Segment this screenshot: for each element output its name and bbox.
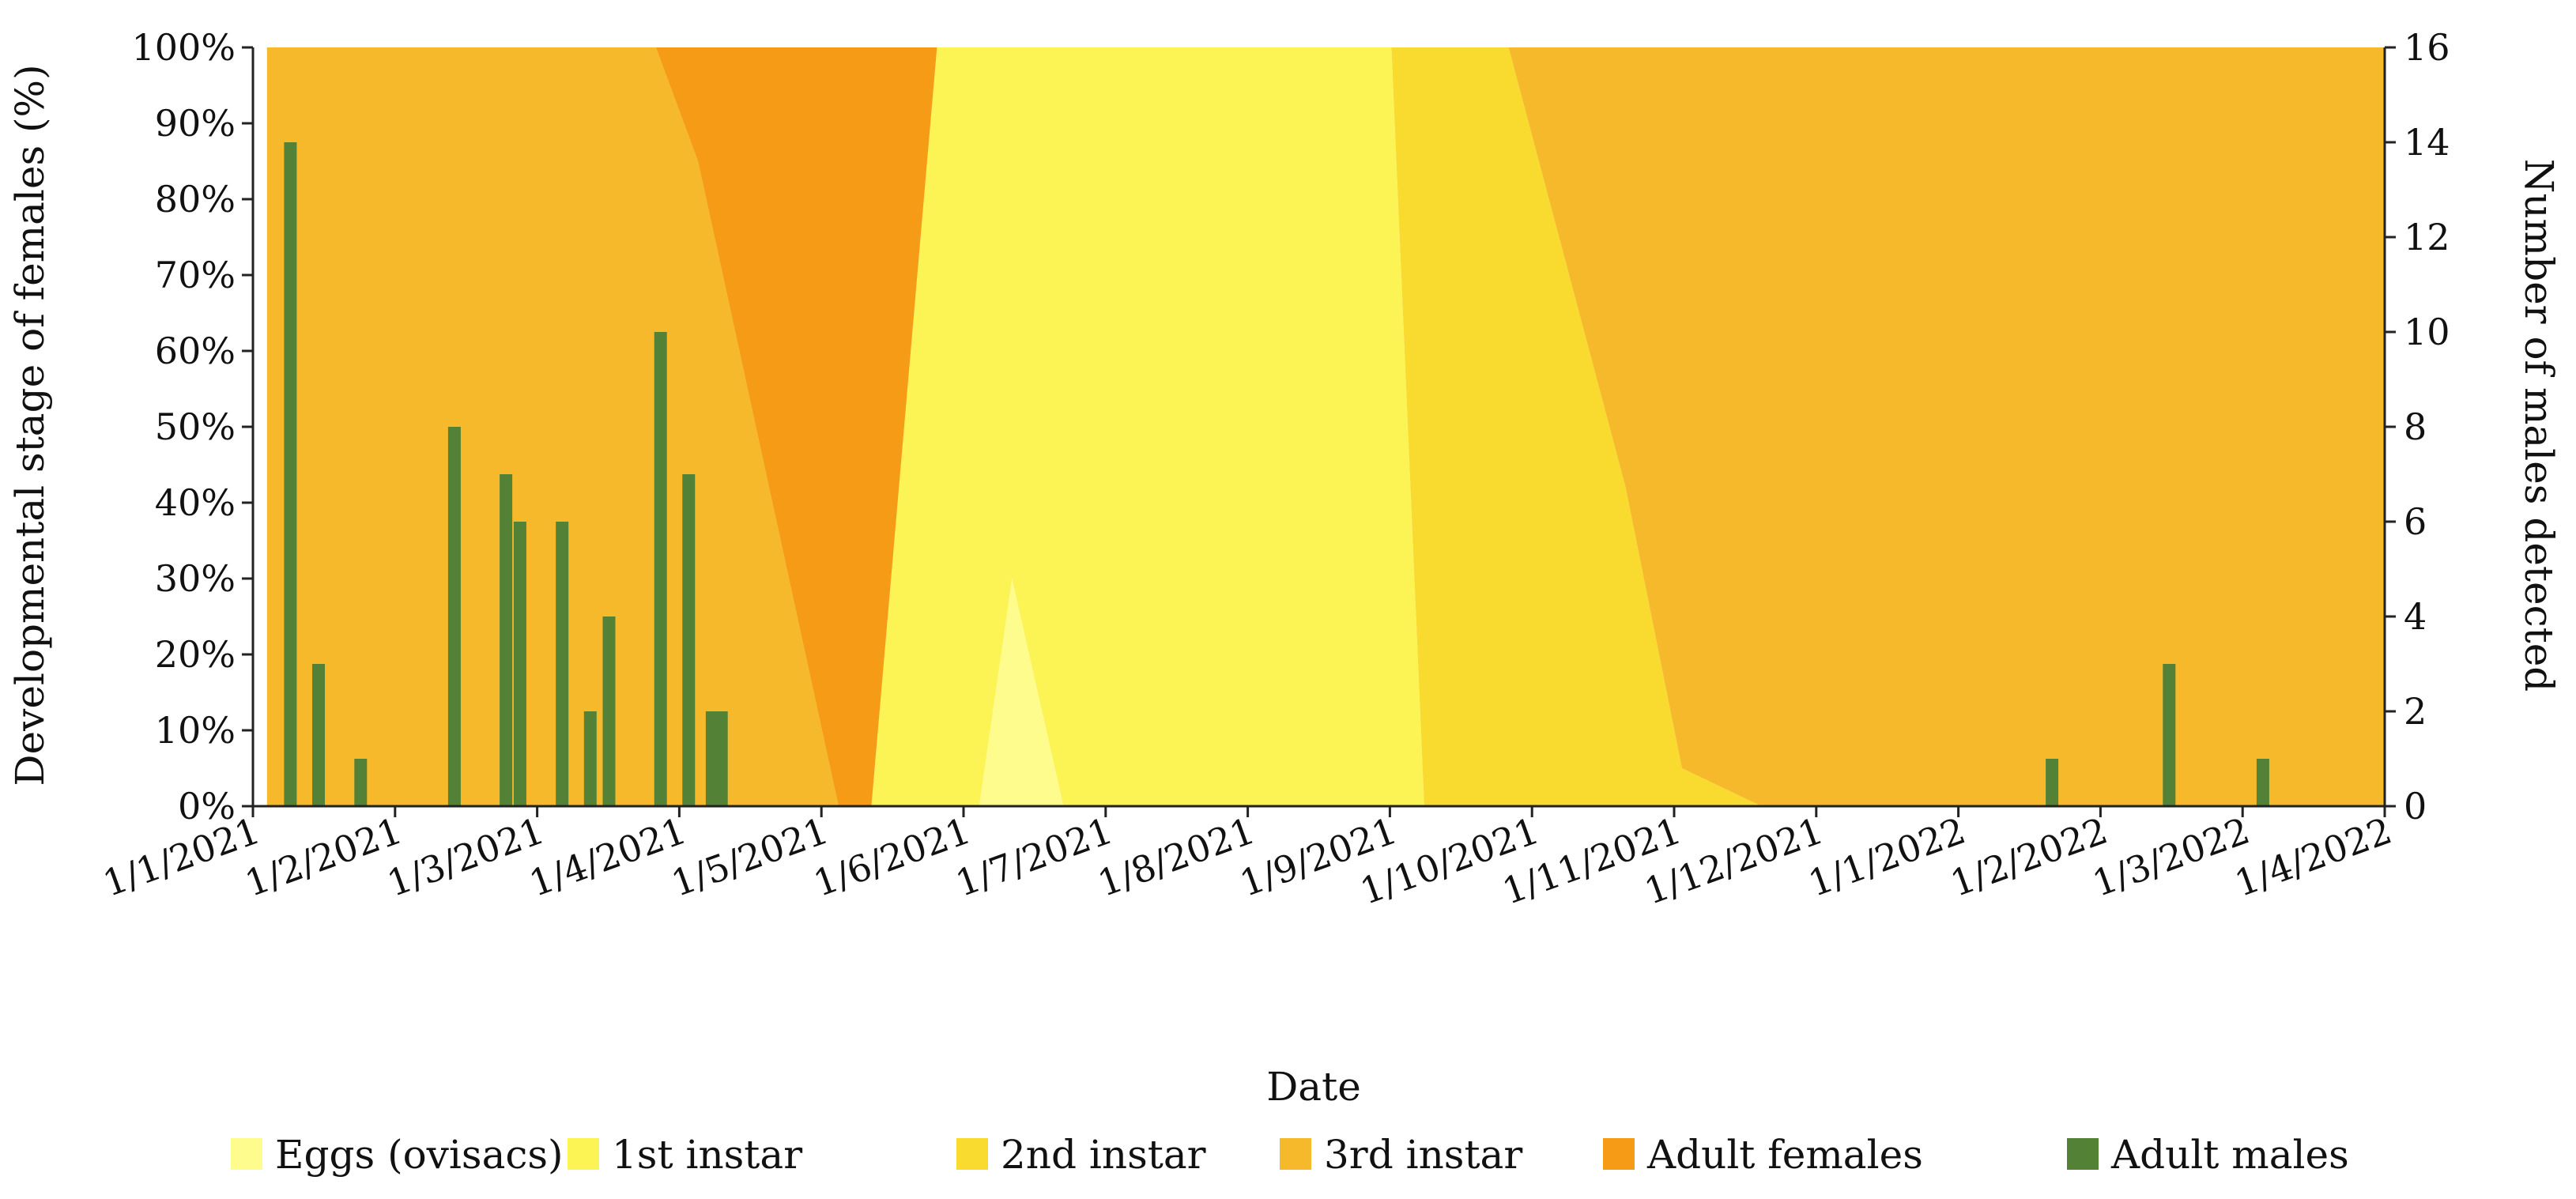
legend-item-eggs-ovisacs: Eggs (ovisacs): [231, 1132, 564, 1178]
male-bar: [447, 427, 461, 806]
y-tick-label: 80%: [155, 178, 236, 221]
x-axis-title: Date: [1266, 1064, 1361, 1110]
male-bar: [715, 711, 728, 806]
y2-tick-label: 0: [2404, 785, 2427, 828]
legend-swatch: [1280, 1138, 1311, 1170]
y2-tick-label: 16: [2404, 26, 2450, 69]
y-ticks: 0% 10% 20% 30% 40% 50% 60% 70% 80% 90% 100%: [131, 26, 253, 828]
y2-ticks: 0 2 4 6 8 10 12 14 16: [2385, 26, 2450, 828]
male-bar: [583, 711, 597, 806]
legend-label: Adult males: [2110, 1132, 2349, 1178]
male-bar: [682, 474, 696, 806]
y-tick-label: 50%: [155, 405, 236, 448]
y-tick-label: 90%: [155, 102, 236, 145]
x-tick-label: 1/3/2022: [2087, 809, 2255, 905]
legend-swatch: [956, 1138, 988, 1170]
legend-label: 1st instar: [612, 1132, 802, 1178]
legend-item-1st-instar: 1st instar: [568, 1132, 802, 1178]
male-bar: [2256, 759, 2269, 806]
y-tick-label: 40%: [155, 481, 236, 524]
male-bar: [500, 474, 513, 806]
legend-label: Eggs (ovisacs): [275, 1132, 564, 1178]
y2-axis-title: Number of males detected: [2516, 159, 2562, 692]
y-tick-label: 30%: [155, 557, 236, 600]
y2-tick-label: 14: [2404, 121, 2450, 164]
area-adult-females: [266, 47, 2385, 806]
y-tick-label: 0%: [178, 785, 236, 828]
legend-label: 3rd instar: [1324, 1132, 1522, 1178]
legend-swatch: [568, 1138, 599, 1170]
stage-areas: [266, 47, 2385, 806]
male-bar: [312, 664, 325, 806]
y-tick-label: 10%: [155, 709, 236, 752]
male-bars: [284, 142, 2269, 806]
area-3rd-instar: [266, 47, 2385, 806]
y2-tick-label: 10: [2404, 311, 2450, 353]
x-tick-label: 1/4/2021: [524, 809, 692, 905]
x-tick-label: 1/8/2021: [1092, 809, 1261, 905]
y2-tick-label: 12: [2404, 216, 2450, 258]
x-tick-label: 1/3/2021: [382, 809, 550, 905]
male-bar: [602, 616, 616, 806]
legend-swatch: [2067, 1138, 2099, 1170]
x-tick-label: 1/5/2021: [666, 809, 834, 905]
x-tick-label: 1/1/2022: [1803, 809, 1971, 905]
x-tick-label: 1/6/2021: [808, 809, 976, 905]
y-tick-label: 60%: [155, 330, 236, 372]
legend-item-3rd-instar: 3rd instar: [1280, 1132, 1522, 1178]
y2-tick-label: 2: [2404, 690, 2427, 733]
y2-tick-label: 8: [2404, 405, 2427, 448]
y-tick-label: 100%: [131, 26, 236, 69]
male-bar: [284, 142, 297, 806]
x-tick-label: 1/7/2021: [950, 809, 1118, 905]
male-bar: [354, 759, 368, 806]
legend-item-adult-females: Adult females: [1603, 1132, 1923, 1178]
y2-tick-label: 4: [2404, 595, 2427, 638]
male-bar: [654, 332, 667, 806]
y-tick-label: 70%: [155, 254, 236, 296]
legend-label: Adult females: [1646, 1132, 1923, 1178]
x-tick-label: 1/2/2022: [1945, 809, 2114, 905]
legend: Eggs (ovisacs) 1st instar 2nd instar 3rd in…: [231, 1132, 2349, 1178]
area-1st-instar: [266, 47, 2385, 806]
y-tick-label: 20%: [155, 633, 236, 676]
legend-item-2nd-instar: 2nd instar: [956, 1132, 1206, 1178]
legend-swatch: [1603, 1138, 1635, 1170]
legend-swatch: [231, 1138, 262, 1170]
male-bar: [513, 522, 526, 806]
x-ticks: 1/1/20211/2/20211/3/20211/4/20211/5/2021…: [97, 806, 2397, 913]
male-bar: [2163, 664, 2176, 806]
male-bar: [556, 522, 569, 806]
legend-item-adult-males: Adult males: [2067, 1132, 2349, 1178]
male-bar: [2046, 759, 2059, 806]
x-tick-label: 1/2/2021: [239, 809, 408, 905]
x-tick-label: 1/4/2022: [2229, 809, 2397, 905]
legend-label: 2nd instar: [1001, 1132, 1206, 1178]
y2-tick-label: 6: [2404, 500, 2427, 543]
y-axis-title: Developmental stage of females (%): [7, 64, 53, 786]
